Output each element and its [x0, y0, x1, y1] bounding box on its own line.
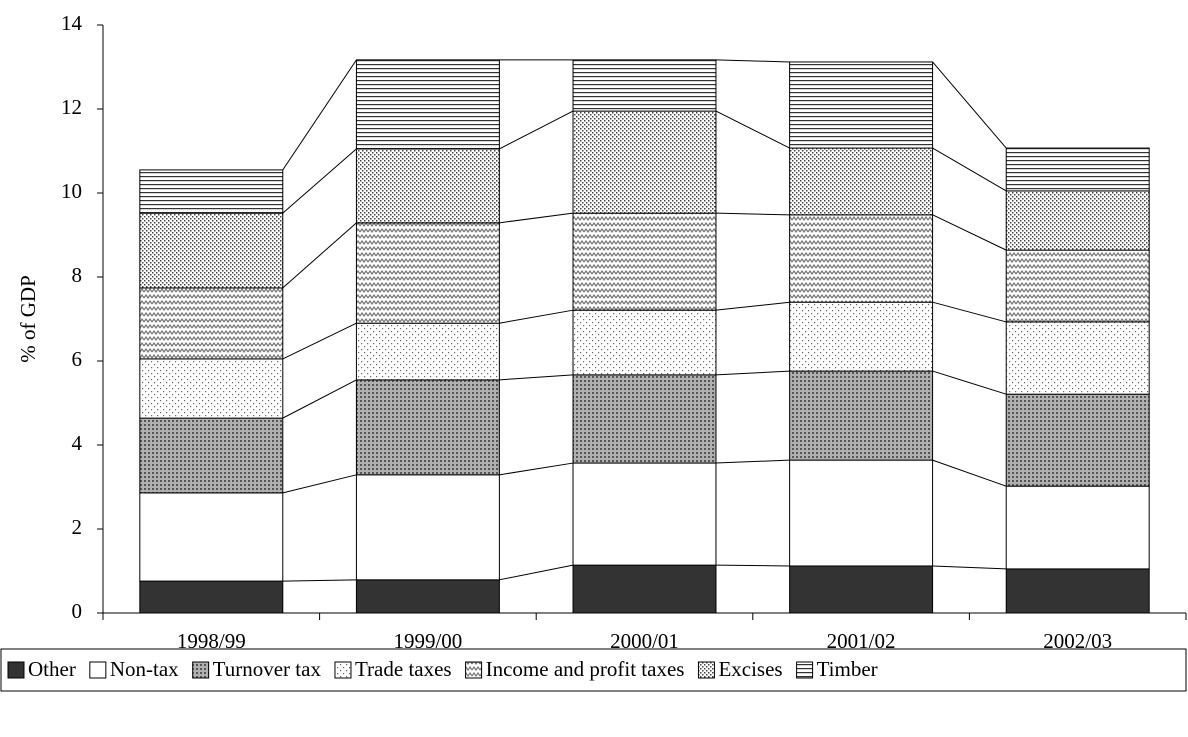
bar-segment	[1005, 393, 1150, 487]
series-line	[282, 579, 357, 582]
bar-segment	[789, 370, 934, 461]
x-tick-label: 1999/00	[393, 629, 462, 653]
y-tick-label: 8	[72, 263, 83, 287]
bar-segment	[355, 474, 500, 581]
bar-segment	[572, 462, 717, 566]
series-line	[282, 59, 357, 171]
bar-segment	[355, 322, 500, 381]
series-line	[499, 462, 574, 476]
series-line	[715, 459, 790, 464]
bar-segment	[572, 59, 717, 112]
bar-segment	[789, 61, 934, 149]
y-tick-label: 6	[72, 347, 83, 371]
legend-swatch	[796, 661, 814, 679]
legend-label: Trade taxes	[355, 657, 452, 681]
series-line	[715, 301, 790, 311]
series-line	[932, 61, 1007, 149]
y-tick-label: 4	[72, 431, 83, 455]
x-tick-label: 2001/02	[827, 629, 896, 653]
series-line	[282, 379, 357, 419]
legend-swatch	[465, 661, 483, 679]
series-line	[715, 110, 790, 149]
series-line	[499, 309, 574, 324]
x-tick-label: 2002/03	[1043, 629, 1112, 653]
x-tick-label: 2000/01	[610, 629, 679, 653]
series-line	[282, 322, 357, 360]
bar-segment	[139, 358, 284, 419]
legend-label: Excises	[718, 657, 782, 681]
bar-segment	[1005, 249, 1150, 323]
bar-segment	[139, 287, 284, 360]
bar-segment	[789, 565, 934, 614]
y-tick-label: 10	[61, 179, 82, 203]
x-tick-label: 1998/99	[177, 629, 246, 653]
bar-segment	[789, 301, 934, 372]
legend-swatch	[697, 661, 715, 679]
y-tick-label: 2	[72, 515, 83, 539]
series-line	[499, 212, 574, 224]
series-line	[932, 301, 1007, 323]
legend-label: Other	[28, 657, 76, 681]
bar-segment	[355, 379, 500, 476]
bar-segment	[572, 564, 717, 614]
y-tick-label: 12	[61, 95, 82, 119]
legend-label: Non-tax	[110, 657, 179, 681]
y-axis-label: % of GDP	[16, 275, 40, 363]
series-line	[282, 222, 357, 289]
y-tick-label: 0	[72, 599, 83, 623]
series-line	[499, 564, 574, 581]
bar-segment	[789, 459, 934, 567]
legend-label: Income and profit taxes	[486, 657, 685, 681]
bar-segment	[1005, 568, 1150, 614]
legend-swatch	[7, 661, 25, 679]
bar-segment	[139, 580, 284, 614]
bar-segment	[355, 222, 500, 324]
bar-segment	[572, 309, 717, 376]
series-line	[715, 370, 790, 376]
bar-segment	[789, 147, 934, 216]
series-line	[282, 474, 357, 494]
y-tick-label: 14	[61, 11, 83, 35]
bar-segment	[1005, 485, 1150, 570]
bar-segment	[355, 579, 500, 614]
bar-segment	[572, 212, 717, 311]
bar-segment	[139, 417, 284, 494]
series-line	[932, 459, 1007, 487]
series-line	[932, 565, 1007, 570]
bar-segment	[139, 169, 284, 214]
series-line	[282, 148, 357, 214]
bar-segment	[1005, 321, 1150, 395]
legend-label: Turnover tax	[213, 657, 322, 681]
bar-segment	[139, 492, 284, 582]
legend-swatch	[89, 661, 107, 679]
bar-segment	[1005, 147, 1150, 192]
bar-segment	[1005, 190, 1150, 251]
bar-segment	[139, 212, 284, 289]
legend-box	[0, 648, 1187, 692]
legend-label: Timber	[817, 657, 878, 681]
bar-segment	[572, 374, 717, 464]
series-line	[932, 370, 1007, 395]
bar-segment	[789, 214, 934, 303]
bar-segment	[355, 148, 500, 224]
bar-segment	[355, 59, 500, 150]
series-line	[715, 212, 790, 216]
legend-swatch	[334, 661, 352, 679]
bar-segment	[572, 110, 717, 214]
series-line	[715, 564, 790, 567]
series-line	[499, 110, 574, 150]
series-line	[499, 374, 574, 381]
series-line	[932, 214, 1007, 251]
series-line	[715, 59, 790, 63]
series-line	[932, 147, 1007, 192]
legend-swatch	[192, 661, 210, 679]
